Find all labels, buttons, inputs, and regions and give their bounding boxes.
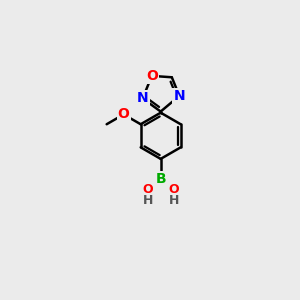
Text: O: O xyxy=(168,183,179,196)
Text: O: O xyxy=(118,107,130,122)
Text: N: N xyxy=(173,89,185,103)
Text: O: O xyxy=(142,183,153,196)
Text: N: N xyxy=(137,92,148,105)
Text: H: H xyxy=(143,194,154,207)
Text: B: B xyxy=(155,172,166,186)
Text: H: H xyxy=(169,194,179,207)
Text: O: O xyxy=(146,69,158,83)
